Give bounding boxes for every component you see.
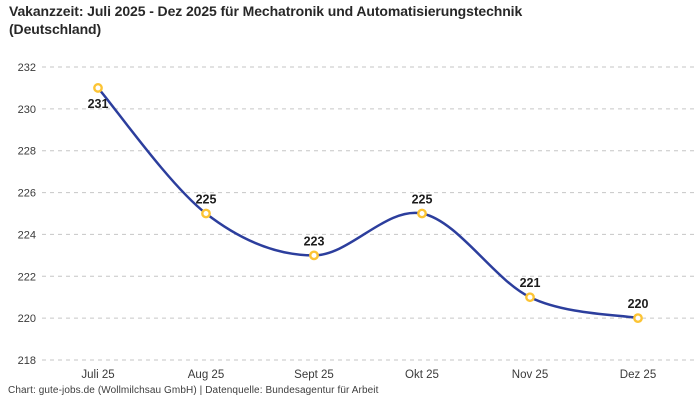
y-tick-label: 222 [18,271,36,283]
chart-credit: Chart: gute-jobs.de (Wollmilchsau GmbH) … [8,385,379,396]
data-point-marker [309,250,319,261]
data-point-marker [93,83,103,93]
data-point-marker [525,292,535,303]
chart-title: Vakanzzeit: Juli 2025 - Dez 2025 für Mec… [9,2,679,38]
y-tick-label: 230 [18,104,36,116]
data-point-label: 231 [88,97,109,111]
x-tick-label: Nov 25 [512,369,548,381]
data-point-marker [417,208,427,219]
y-tick-label: 218 [18,355,36,367]
x-tick-label: Dez 25 [620,369,656,381]
data-point-marker [201,208,211,219]
y-tick-label: 232 [18,62,36,74]
data-point-label: 220 [628,297,649,311]
data-point-label: 225 [412,193,433,207]
x-tick-label: Okt 25 [405,369,439,381]
chart-title-line1: Vakanzzeit: Juli 2025 - Dez 2025 für Mec… [9,3,523,19]
x-tick-label: Juli 25 [81,369,114,381]
y-tick-label: 226 [18,188,36,200]
y-tick-label: 224 [18,229,36,241]
data-point-label: 225 [196,193,217,207]
y-tick-label: 228 [18,146,36,158]
chart-title-line2: (Deutschland) [9,21,102,37]
data-point-label: 223 [304,234,325,248]
x-tick-label: Aug 25 [188,369,224,381]
series-line [96,86,640,320]
x-tick-label: Sept 25 [294,369,334,381]
data-point-label: 221 [520,276,541,290]
data-point-marker [633,313,643,324]
y-tick-label: 220 [18,313,36,325]
